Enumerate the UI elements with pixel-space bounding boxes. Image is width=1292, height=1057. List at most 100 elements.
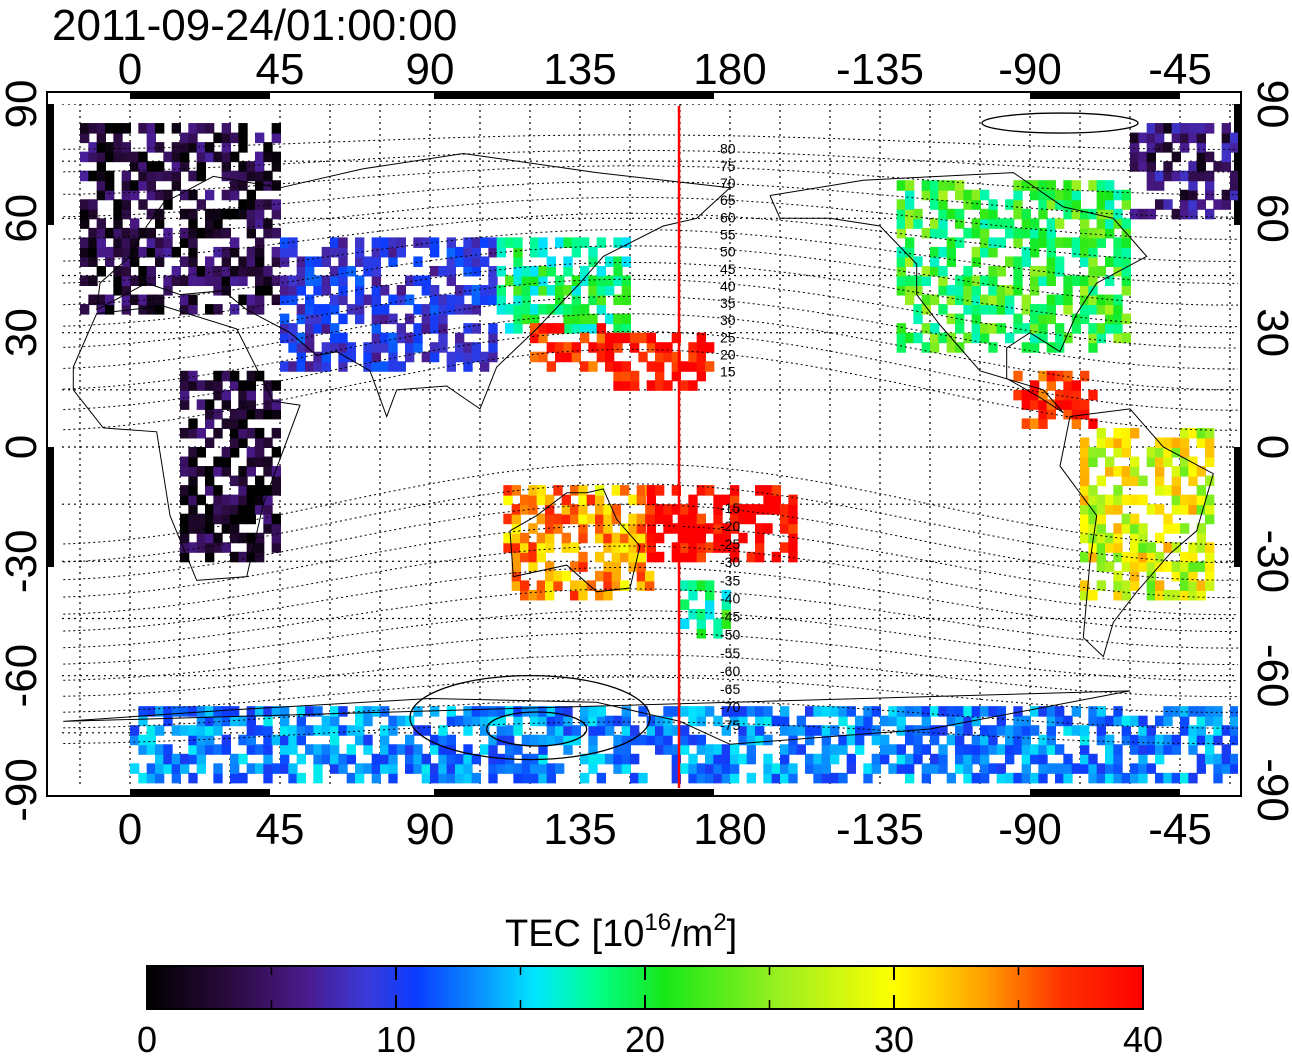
tec-cell [688, 504, 698, 515]
tec-cell [255, 294, 265, 306]
tec-cell [1180, 551, 1190, 563]
tec-cell [680, 744, 690, 755]
tec-cell [680, 513, 690, 525]
tec-cell [221, 389, 231, 401]
tec-cell [621, 753, 631, 765]
tec-cell [1005, 294, 1015, 306]
tec-cell [438, 304, 448, 315]
tec-cell [1080, 246, 1090, 258]
tec-cell [430, 313, 440, 325]
tec-cell [1055, 332, 1065, 344]
tec-cell [488, 285, 498, 296]
tec-cell [263, 227, 273, 239]
tec-cell [88, 199, 98, 210]
tec-cell [330, 246, 340, 258]
tec-cell [80, 246, 90, 258]
tec-cell [246, 218, 256, 229]
tec-cell [1121, 523, 1131, 534]
tec-cell [513, 304, 523, 315]
tec-cell [605, 753, 615, 765]
tec-cell [380, 285, 390, 296]
tec-cell [255, 151, 265, 163]
tec-cell [246, 513, 256, 525]
tec-cell [438, 744, 448, 755]
tec-cell [196, 532, 206, 544]
tec-cell [630, 734, 640, 746]
tec-cell [863, 763, 873, 774]
tec-cell [80, 123, 90, 134]
tec-cell [621, 313, 631, 325]
tec-cell [971, 294, 981, 306]
tec-cell [271, 763, 281, 774]
tec-cell [603, 532, 613, 544]
tec-cell [463, 323, 473, 334]
tec-cell [538, 246, 548, 258]
tec-cell [946, 237, 956, 248]
tec-cell [1080, 313, 1090, 325]
tec-cell [1096, 542, 1106, 553]
tec-cell [896, 342, 906, 353]
tec-cell [1013, 189, 1023, 201]
tec-cell [596, 275, 606, 287]
tec-cell [246, 408, 256, 420]
tec-cell [1096, 561, 1106, 572]
tec-cell [621, 361, 631, 372]
tec-cell [238, 275, 248, 287]
tec-cell [1146, 580, 1156, 591]
tec-cell [1080, 513, 1090, 525]
tec-cell [930, 246, 940, 258]
tec-cell [1046, 715, 1056, 727]
contour-line [63, 330, 1238, 411]
tec-cell [463, 246, 473, 258]
tec-cell [371, 246, 381, 258]
tec-cell [788, 542, 798, 553]
tec-cell [630, 332, 640, 344]
contour-line [63, 348, 1238, 431]
tec-cell [730, 753, 740, 765]
tec-cell [780, 542, 790, 553]
tec-cell [938, 725, 948, 736]
tec-cell [80, 304, 90, 315]
tec-cell [578, 494, 588, 506]
tec-cell [1038, 275, 1048, 287]
tec-cell [313, 275, 323, 287]
tec-cell [821, 753, 831, 765]
tec-cell [1063, 408, 1073, 420]
tec-cell [296, 706, 306, 717]
tec-cell [455, 285, 465, 296]
tec-cell [288, 294, 298, 306]
tec-cell [296, 256, 306, 267]
tec-cell [463, 265, 473, 277]
tec-cell [455, 332, 465, 344]
tec-cell [913, 734, 923, 746]
tec-cell [255, 475, 265, 487]
tec-cell [263, 763, 273, 774]
tec-cell [896, 753, 906, 765]
tec-cell [455, 763, 465, 774]
tec-cell [511, 542, 521, 553]
tec-cell [696, 608, 706, 620]
tec-cell [446, 294, 456, 306]
lon-tick-label-top: 0 [118, 45, 142, 94]
tec-cell [1155, 589, 1165, 601]
tec-cell [371, 351, 381, 363]
tec-cell [578, 523, 588, 534]
tec-cell [571, 323, 581, 334]
tec-cell [263, 772, 273, 784]
tec-cell [213, 715, 223, 727]
tec-cell [388, 237, 398, 248]
tec-cell [255, 408, 265, 420]
tec-cell [513, 275, 523, 287]
tec-cell [730, 763, 740, 774]
tec-cell [1013, 772, 1023, 784]
tec-cell [571, 313, 581, 325]
coastline [1059, 408, 1214, 658]
tec-cell [1121, 715, 1131, 727]
tec-cell [663, 715, 673, 727]
tec-cell [230, 370, 240, 382]
tec-cell [1163, 199, 1173, 210]
tec-cell [330, 237, 340, 248]
lat-tick-label-left: 60 [0, 194, 46, 243]
tec-cell [570, 580, 580, 591]
tec-cell [121, 285, 131, 296]
